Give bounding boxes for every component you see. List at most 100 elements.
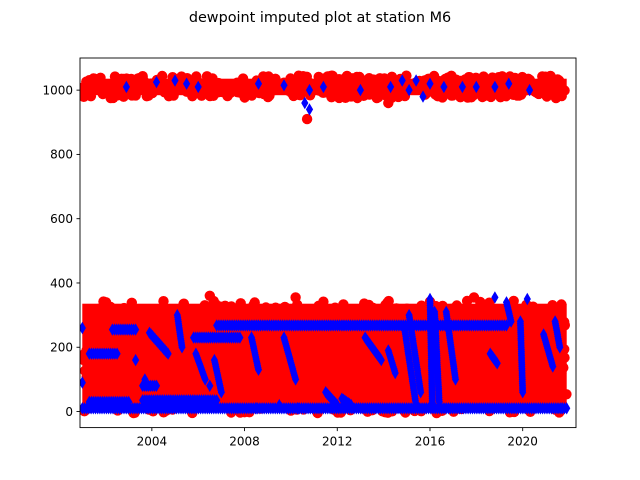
observed-point xyxy=(503,350,514,361)
imputed-point xyxy=(458,80,466,94)
observed-point xyxy=(251,395,262,406)
observed-point xyxy=(454,386,465,398)
observed-point xyxy=(152,363,163,375)
observed-point xyxy=(212,344,223,356)
observed-point xyxy=(288,81,299,92)
imputed-point xyxy=(417,386,425,399)
imputed-point xyxy=(563,402,571,415)
observed-point xyxy=(132,373,144,384)
observed-point xyxy=(196,315,207,326)
observed-point xyxy=(447,303,458,314)
imputed-point xyxy=(152,379,161,392)
imputed-point xyxy=(405,83,413,97)
observed-point xyxy=(307,374,318,386)
observed-point xyxy=(110,374,122,386)
axes-frame xyxy=(79,57,577,429)
observed-point xyxy=(392,332,404,343)
imputed-point xyxy=(201,373,209,386)
imputed-point xyxy=(213,394,221,407)
y-tick-label: 800 xyxy=(50,148,73,162)
imputed-point xyxy=(80,321,86,335)
observed-point xyxy=(112,90,124,101)
observed-point xyxy=(506,365,517,376)
x-tick-label: 2008 xyxy=(229,435,260,449)
observed-point xyxy=(297,71,309,82)
imputed-point xyxy=(526,83,534,97)
observed-point xyxy=(178,301,189,312)
observed-point xyxy=(290,292,301,303)
observed-point xyxy=(277,307,288,319)
observed-point xyxy=(559,352,570,363)
observed-point xyxy=(213,77,224,89)
plot-area xyxy=(80,70,572,419)
observed-point xyxy=(85,81,96,93)
observed-point xyxy=(391,303,402,314)
y-tick-label: 200 xyxy=(50,341,73,355)
imputed-point xyxy=(280,79,288,92)
observed-point xyxy=(493,72,504,83)
observed-point xyxy=(373,389,385,400)
observed-point xyxy=(535,388,546,399)
observed-point xyxy=(468,292,480,303)
observed-point xyxy=(544,381,555,393)
y-tick-label: 0 xyxy=(65,405,73,419)
imputed-point xyxy=(292,373,300,386)
observed-point xyxy=(363,299,375,311)
observed-point xyxy=(536,352,547,364)
observed-point xyxy=(285,73,296,84)
x-tick-label: 2004 xyxy=(137,435,168,449)
observed-point xyxy=(349,332,361,343)
imputed-point xyxy=(428,398,436,412)
imputed-point xyxy=(125,395,133,409)
imputed-point xyxy=(80,376,86,389)
observed-point xyxy=(266,332,277,344)
imputed-point xyxy=(171,74,179,87)
observed-point xyxy=(492,385,503,396)
observed-point xyxy=(199,352,211,363)
imputed-point xyxy=(472,80,480,94)
observed-point xyxy=(292,89,304,100)
observed-point xyxy=(230,355,241,367)
observed-point xyxy=(476,359,488,370)
observed-point xyxy=(469,310,480,321)
imputed-point xyxy=(122,80,130,94)
observed-point xyxy=(237,392,248,403)
imputed-point xyxy=(419,90,427,103)
observed-point xyxy=(311,393,323,404)
observed-point xyxy=(285,386,297,397)
observed-point xyxy=(442,72,453,83)
observed-point xyxy=(98,323,110,335)
chart-title: dewpoint imputed plot at station M6 xyxy=(189,10,451,26)
observed-point xyxy=(124,376,135,388)
observed-point xyxy=(464,365,475,376)
observed-point xyxy=(333,369,344,380)
observed-point xyxy=(260,302,272,313)
observed-point xyxy=(533,88,544,100)
observed-point xyxy=(518,304,529,316)
imputed-point xyxy=(391,366,399,380)
observed-point xyxy=(513,89,524,100)
imputed-point xyxy=(549,360,557,373)
observed-point xyxy=(126,297,137,308)
observed-point xyxy=(191,73,202,84)
observed-point xyxy=(554,371,566,382)
observed-point xyxy=(100,297,112,308)
observed-point xyxy=(538,368,549,379)
imputed-point xyxy=(412,398,420,412)
observed-point xyxy=(146,372,157,383)
imputed-point xyxy=(252,402,260,415)
observed-point xyxy=(314,307,325,319)
x-tick-label: 2016 xyxy=(415,435,446,449)
y-tick-label: 600 xyxy=(50,212,73,226)
observed-point xyxy=(268,75,279,86)
imputed-point xyxy=(294,402,302,415)
observed-point xyxy=(278,376,290,387)
marker-group xyxy=(80,70,572,419)
imputed-point xyxy=(164,347,172,360)
observed-point xyxy=(495,367,506,378)
imputed-point xyxy=(254,77,263,90)
observed-point xyxy=(141,311,152,322)
observed-point xyxy=(265,310,277,321)
observed-point xyxy=(561,389,572,400)
y-tick-label: 400 xyxy=(50,276,73,290)
